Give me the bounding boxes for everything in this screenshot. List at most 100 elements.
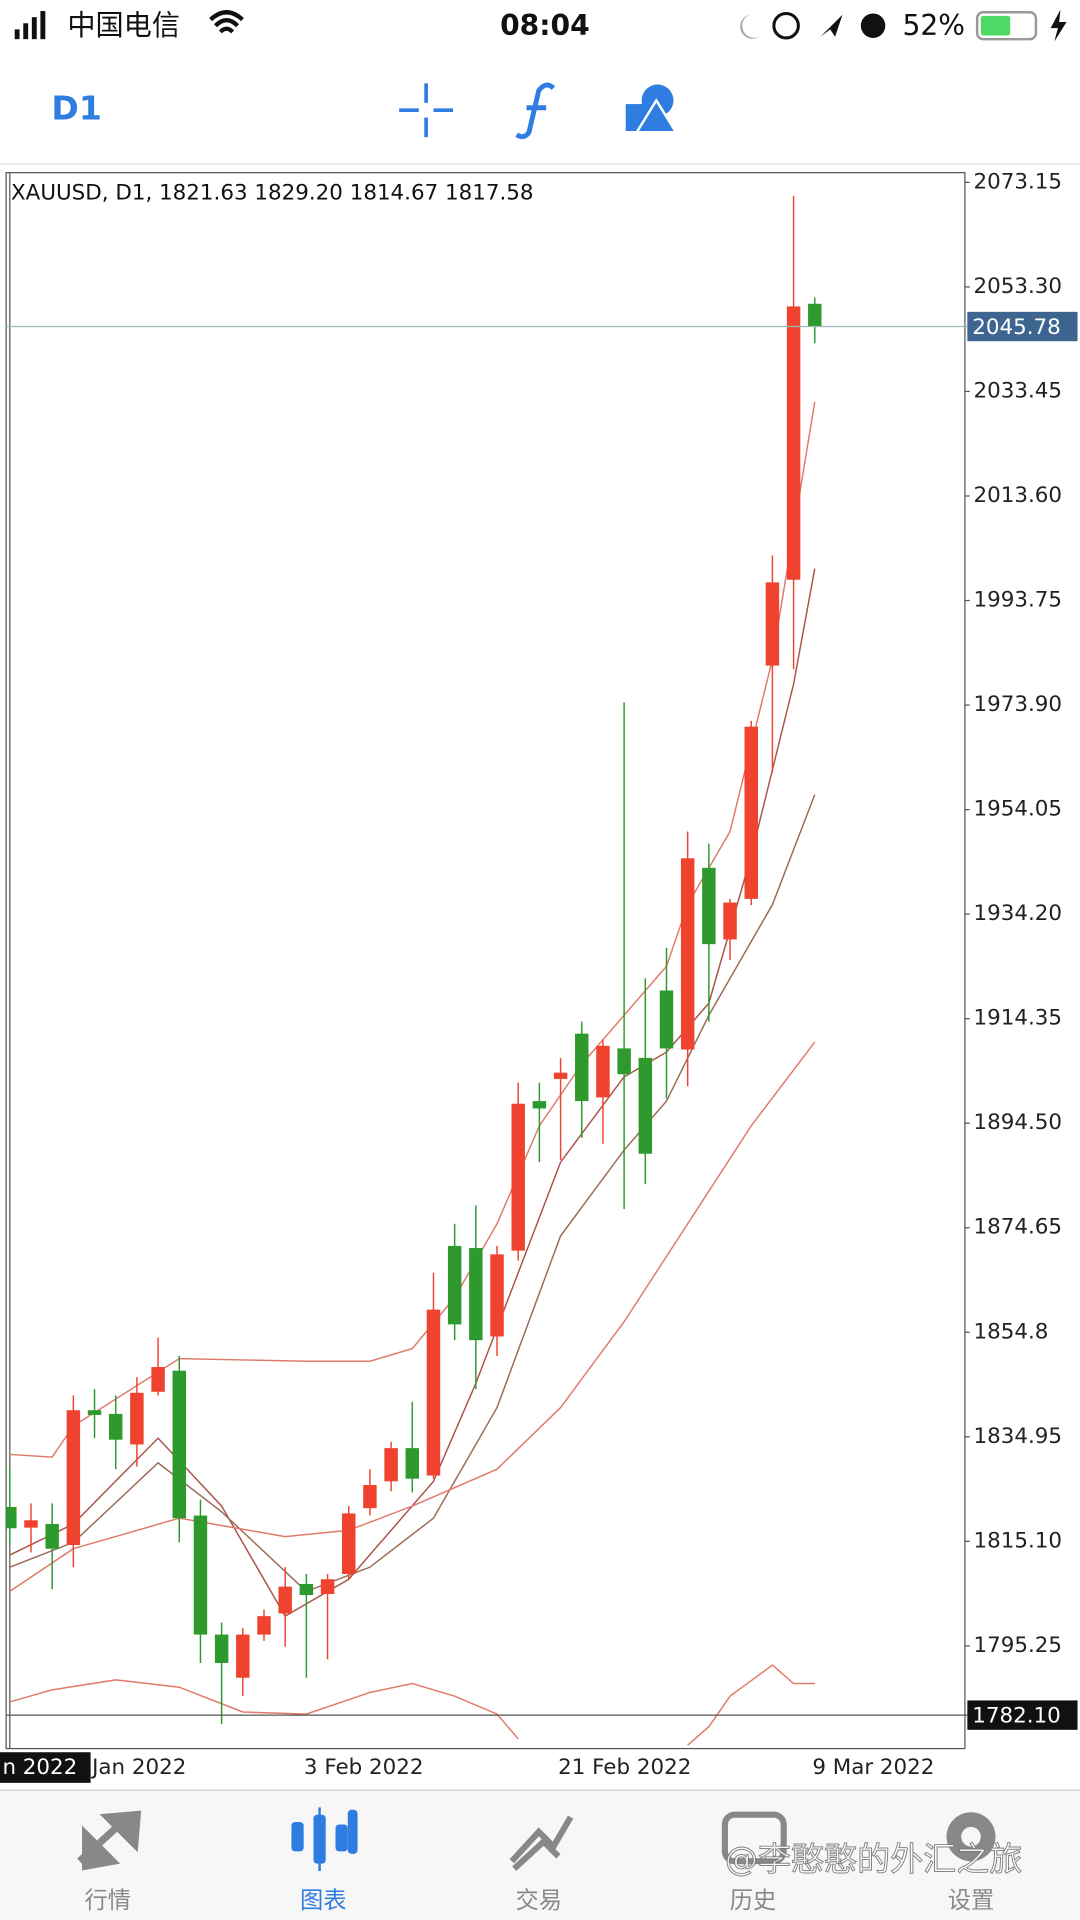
candle-body xyxy=(257,1616,271,1635)
timeframe-button[interactable]: D1 xyxy=(51,89,101,128)
crosshair-button[interactable] xyxy=(399,83,454,138)
candle-body xyxy=(405,1448,420,1479)
candle-body xyxy=(596,1045,610,1098)
price-label: 1782.10 xyxy=(972,1703,1061,1728)
candle-body xyxy=(6,1506,17,1529)
charging-icon xyxy=(1050,9,1067,42)
candle-body xyxy=(808,303,822,327)
price-label-box xyxy=(967,1700,1078,1730)
tab-label[interactable]: 设置 xyxy=(948,1887,995,1914)
y-tick-label: 1834.95 xyxy=(973,1424,1062,1449)
chart-title: XAUUSD, D1, 1821.63 1829.20 1814.67 1817… xyxy=(11,180,534,205)
candle-body xyxy=(702,867,716,945)
y-tick-label: 1894.50 xyxy=(973,1110,1062,1135)
crosshair-date: n 2022 xyxy=(2,1755,77,1780)
settings-icon-hole xyxy=(961,1826,981,1847)
candle-body xyxy=(384,1448,398,1482)
lock-icon xyxy=(772,11,800,40)
crosshair-date-box xyxy=(0,1752,91,1783)
chart: 2073.15 2053.30 2033.45 2013.60 1993.75 1973.… xyxy=(0,169,1078,1783)
y-tick-label: 1954.05 xyxy=(973,797,1062,822)
toolbar: D1 xyxy=(0,82,1080,165)
status-bar: 中国电信 08:04 52% xyxy=(14,9,1067,42)
indicator-line xyxy=(9,794,816,1593)
signal-bar xyxy=(23,23,29,40)
y-tick-label: 2033.45 xyxy=(973,378,1062,403)
battery-icon xyxy=(975,11,1038,41)
tab-bar: @李憨憨的外汇之旅 行情 图表 交易 历史 设置 xyxy=(0,1789,1080,1920)
candle-body xyxy=(236,1634,250,1678)
x-tick-label: 21 Feb 2022 xyxy=(558,1755,691,1780)
indicator-line xyxy=(9,1679,519,1740)
location-icon xyxy=(820,14,843,37)
tab-label[interactable]: 交易 xyxy=(516,1887,563,1914)
candle-body xyxy=(342,1513,356,1574)
alarm-icon xyxy=(860,13,886,38)
y-tick-label: 1914.35 xyxy=(973,1006,1062,1031)
candle-body xyxy=(553,1072,568,1079)
tab-label[interactable]: 历史 xyxy=(730,1887,777,1914)
tab-bar-bg xyxy=(0,1790,1080,1920)
indicators-button[interactable] xyxy=(515,82,556,140)
quotes-icon xyxy=(77,1810,142,1871)
y-tick-label: 2053.30 xyxy=(973,274,1062,299)
candle-body xyxy=(744,726,758,899)
candle-body xyxy=(786,306,801,580)
candle-body xyxy=(108,1413,123,1440)
price-label: 2045.78 xyxy=(972,315,1061,340)
watermark: @李憨憨的外汇之旅 xyxy=(725,1840,1022,1879)
signal-bar xyxy=(31,17,37,40)
clock: 08:04 xyxy=(500,9,590,42)
x-tick-label: Jan 2022 xyxy=(90,1755,186,1780)
tab-label[interactable]: 图表 xyxy=(300,1887,347,1914)
candle-body xyxy=(320,1579,335,1595)
signal-bar xyxy=(14,29,20,40)
y-tick-label: 1795.25 xyxy=(973,1633,1062,1658)
y-tick-label: 1815.10 xyxy=(973,1528,1062,1553)
candle-body xyxy=(363,1484,377,1509)
candle-body xyxy=(765,582,780,666)
trade-icon xyxy=(509,1815,574,1871)
candle-body xyxy=(87,1410,102,1415)
x-tick-label: 9 Mar 2022 xyxy=(812,1755,934,1780)
indicator-line xyxy=(687,1664,815,1746)
indicator-line xyxy=(9,401,816,1458)
candle-body xyxy=(193,1515,208,1635)
price-label-box xyxy=(967,311,1078,342)
carrier: 中国电信 xyxy=(67,9,180,42)
candle-body xyxy=(617,1048,631,1075)
candle-body xyxy=(490,1254,504,1337)
wifi-icon xyxy=(209,10,244,34)
candle-body xyxy=(172,1370,186,1519)
y-tick-label: 1854.8 xyxy=(973,1319,1048,1344)
y-tick-label: 2013.60 xyxy=(973,483,1062,508)
candle-body xyxy=(45,1523,59,1549)
candle-body xyxy=(659,990,674,1049)
candle-body xyxy=(447,1245,462,1325)
x-tick-label: 3 Feb 2022 xyxy=(304,1755,424,1780)
candle-body xyxy=(24,1520,38,1528)
y-tick-label: 1874.65 xyxy=(973,1215,1062,1240)
y-tick-label: 1973.90 xyxy=(973,692,1062,717)
y-tick-label: 1993.75 xyxy=(973,588,1062,613)
candle-body xyxy=(469,1248,483,1341)
tab-label[interactable]: 行情 xyxy=(84,1887,131,1914)
candle-body xyxy=(575,1033,589,1102)
candle-body xyxy=(130,1392,144,1445)
candle-body xyxy=(511,1103,525,1251)
signal-bar xyxy=(40,11,46,40)
history-icon xyxy=(721,1811,787,1865)
plot-area xyxy=(6,195,822,1746)
chart-frame xyxy=(5,172,966,1750)
y-tick-label: 1934.20 xyxy=(973,901,1062,926)
indicator-line xyxy=(9,1041,816,1592)
battery-percent: 52% xyxy=(902,9,965,42)
chart-icon xyxy=(291,1807,358,1872)
candle-body xyxy=(278,1586,292,1614)
candle-body xyxy=(299,1584,314,1596)
candle-body xyxy=(680,858,695,1050)
candle-body xyxy=(638,1057,653,1154)
objects-button[interactable] xyxy=(625,84,679,134)
